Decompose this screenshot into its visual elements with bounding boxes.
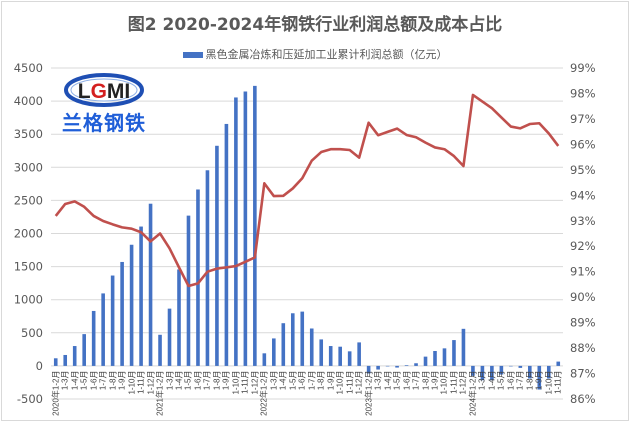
bar	[262, 353, 267, 366]
bar	[471, 365, 475, 376]
y-left-tick-label: 1500	[14, 260, 43, 274]
bar	[423, 356, 428, 366]
y-left-tick-label: 3500	[14, 127, 43, 141]
bar	[205, 170, 210, 366]
bar	[461, 328, 466, 366]
bar	[186, 215, 191, 366]
bar	[110, 275, 115, 366]
svg-text:兰格钢铁: 兰格钢铁	[62, 111, 146, 135]
bar	[518, 365, 523, 368]
y-right-tick-label: 87%	[570, 367, 596, 381]
bar	[537, 365, 542, 390]
cost-ratio-line	[54, 93, 560, 288]
bar	[347, 351, 352, 366]
y-left-tick-label: 3000	[14, 160, 43, 174]
bar	[300, 311, 305, 366]
y-left-tick-label: 2000	[14, 227, 43, 241]
bar	[72, 346, 77, 366]
bar	[129, 244, 134, 366]
y-right-tick-label: 98%	[570, 86, 596, 100]
logo: LGMI 兰格钢铁	[62, 73, 146, 135]
y-right-tick-label: 99%	[570, 61, 596, 75]
legend: 黑色金属冶炼和压延加工业累计利润总额（亿元）	[0, 46, 630, 62]
bar	[452, 340, 456, 366]
y-left-tick-label: 0	[36, 359, 43, 373]
bar	[63, 354, 68, 366]
chart-title: 图2 2020-2024年钢铁行业利润总额及成本占比	[127, 15, 503, 35]
bar	[272, 338, 276, 366]
y-right-tick-label: 88%	[570, 341, 596, 355]
y-right-tick-label: 95%	[570, 163, 596, 177]
svg-text:LGMI: LGMI	[78, 80, 131, 103]
bar	[480, 365, 485, 381]
bar	[82, 334, 86, 366]
bar	[253, 85, 257, 366]
bar	[357, 342, 361, 366]
bar	[196, 189, 200, 366]
bar	[101, 293, 105, 366]
bar	[215, 145, 219, 366]
bar	[139, 226, 143, 366]
bar	[528, 365, 532, 379]
bar	[509, 365, 513, 367]
y-right-tick-label: 96%	[570, 137, 596, 151]
bar	[158, 334, 162, 366]
bar	[167, 308, 172, 366]
bar	[546, 365, 551, 379]
y-right-tick-label: 91%	[570, 265, 596, 279]
bar	[91, 310, 96, 366]
bar	[53, 358, 58, 366]
y-left-tick-label: 4000	[14, 94, 43, 108]
y-left-tick-label: 4500	[14, 61, 43, 75]
bar	[224, 123, 229, 366]
bar	[234, 97, 238, 366]
legend-swatch-bar	[182, 52, 203, 58]
y-left-tick-label: 500	[21, 326, 43, 340]
bar	[366, 365, 371, 374]
bar	[395, 365, 399, 368]
y-left-tick-label: 1000	[14, 293, 43, 307]
bar	[243, 91, 248, 366]
y-right-tick-label: 92%	[570, 239, 596, 253]
bar	[319, 339, 324, 366]
bar	[338, 346, 342, 366]
bar	[499, 365, 504, 375]
legend-label: 黑色金属冶炼和压延加工业累计利润总额（亿元）	[205, 48, 448, 61]
bar	[376, 365, 380, 370]
bar	[433, 351, 437, 366]
y-right-tick-label: 97%	[570, 112, 596, 126]
bar	[490, 365, 494, 381]
y-right-tick-label: 89%	[570, 316, 596, 330]
bar	[414, 363, 418, 366]
y-left-tick-label: -500	[17, 392, 43, 406]
bar	[290, 313, 295, 366]
y-right-tick-label: 93%	[570, 214, 596, 228]
bar	[442, 348, 447, 366]
bar	[309, 328, 314, 366]
bar	[328, 346, 333, 366]
bar	[385, 365, 390, 367]
bar	[148, 203, 153, 366]
bar	[281, 323, 286, 366]
y-right-tick-label: 90%	[570, 290, 596, 304]
y-right-tick-label: 86%	[570, 392, 596, 406]
bar	[177, 269, 181, 366]
bar	[120, 261, 124, 366]
bar	[404, 365, 409, 366]
bar	[556, 361, 561, 366]
y-right-tick-label: 94%	[570, 188, 596, 202]
y-left-tick-label: 2500	[14, 193, 43, 207]
